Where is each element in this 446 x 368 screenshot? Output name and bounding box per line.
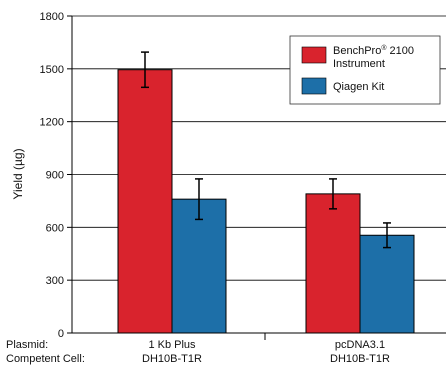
category-label-plasmid: 1 Kb Plus [148, 339, 196, 351]
y-axis-title: Yield (µg) [11, 148, 25, 199]
bar-benchpro-1 [305, 193, 361, 334]
legend-benchpro-rest: 2100 [386, 45, 414, 57]
category-label-cell: DH10B-T1R [330, 353, 390, 365]
y-tick-label: 900 [46, 170, 64, 182]
bar-qiagen-1 [359, 234, 415, 334]
row-label-competent-cell: Competent Cell: [6, 353, 85, 365]
legend-label-qiagen: Qiagen Kit [333, 81, 384, 93]
row-label-plasmid: Plasmid: [6, 339, 48, 351]
y-tick-label: 1500 [40, 64, 64, 76]
legend-swatch-qiagen [301, 77, 327, 95]
legend-benchpro-name: BenchPro [333, 45, 381, 57]
y-tick-label: 1200 [40, 117, 64, 129]
category-label-cell: DH10B-T1R [142, 353, 202, 365]
error-bars-group [141, 51, 391, 249]
y-tick-labels: 0 300 600 900 1200 1500 1800 [40, 11, 72, 340]
bar-benchpro-0 [117, 69, 173, 334]
legend-benchpro-sup: ® [381, 44, 387, 52]
category-labels: 1 Kb Plus DH10B-T1R pcDNA3.1 DH10B-T1R [142, 333, 390, 365]
y-tick-label: 1800 [40, 11, 64, 23]
legend-swatch-benchpro [301, 46, 327, 64]
bars-group [117, 69, 415, 334]
legend-label-benchpro-line2: Instrument [333, 58, 385, 70]
y-tick-label: 600 [46, 222, 64, 234]
y-tick-label: 300 [46, 275, 64, 287]
legend: BenchPro® 2100 Instrument Qiagen Kit [289, 35, 441, 105]
y-tick-label: 0 [58, 328, 64, 340]
legend-label-benchpro: BenchPro® 2100 [333, 44, 414, 57]
category-label-plasmid: pcDNA3.1 [335, 339, 385, 351]
